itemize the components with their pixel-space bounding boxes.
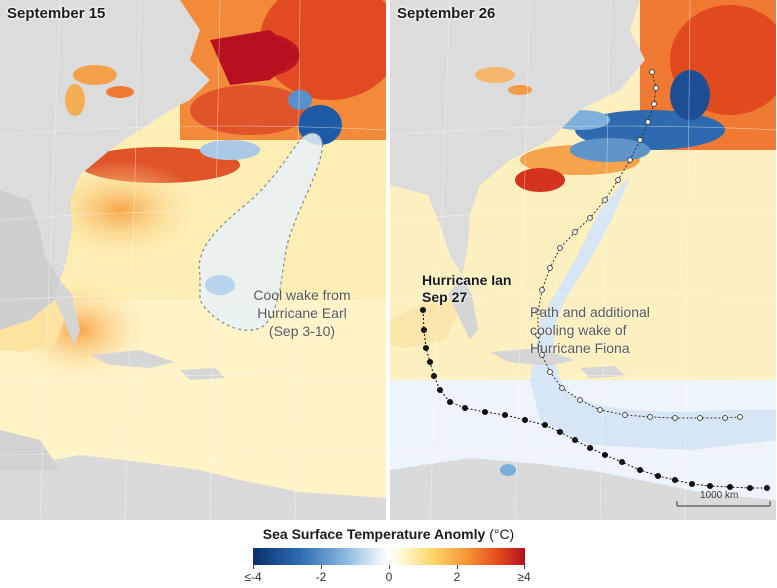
legend-tick	[457, 565, 458, 569]
earl-annotation-line-3: (Sep 3-10)	[268, 323, 336, 339]
ian-annotation-line-2: Sep 27	[422, 289, 468, 305]
ian-track-point	[571, 436, 579, 444]
panel-september-26: September 26 Hurricane Ian Sep 27 Path a…	[390, 0, 776, 520]
fiona-track-point	[587, 215, 593, 221]
panel-date-label: September 26	[397, 5, 496, 22]
ian-track-point	[636, 466, 644, 474]
legend-color-ramp	[253, 548, 525, 565]
color-legend: Sea Surface Temperature Anomly (°C) ≤-4 …	[0, 520, 777, 588]
fiona-track-point	[547, 265, 553, 271]
ian-track-point	[521, 416, 529, 424]
fiona-track-point	[737, 414, 743, 420]
fiona-track-point	[602, 197, 608, 203]
scale-bar	[676, 501, 771, 507]
ian-track-point	[726, 483, 734, 491]
panel-september-15: September 15 Cool wake from Hurricane Ea…	[0, 0, 386, 520]
ian-annotation: Hurricane Ian Sep 27	[422, 272, 552, 306]
ian-track-point	[688, 480, 696, 488]
ian-track-point	[541, 421, 549, 429]
legend-tick-label-max: ≥4	[517, 570, 531, 584]
fiona-track-point	[627, 157, 633, 163]
ian-track-point	[601, 451, 609, 459]
fiona-track-point	[615, 177, 621, 183]
ian-track-point	[586, 444, 594, 452]
fiona-track-point	[572, 229, 578, 235]
ian-track-point	[461, 404, 469, 412]
fiona-track-point	[557, 245, 563, 251]
ian-track-point	[556, 428, 564, 436]
hurricane-fiona-track	[535, 69, 743, 421]
legend-tick	[524, 565, 525, 569]
ian-track-point	[420, 326, 428, 334]
legend-tick-label-min: ≤-4	[244, 570, 262, 584]
fiona-track-point	[535, 309, 541, 315]
panel-divider	[386, 0, 390, 520]
ian-track-point	[436, 386, 444, 394]
ian-track-point	[501, 411, 509, 419]
map-september-26	[390, 0, 776, 520]
fiona-track-point	[645, 119, 651, 125]
ian-track-point	[430, 372, 438, 380]
ian-track-point	[426, 358, 434, 366]
ian-track-point	[671, 476, 679, 484]
legend-tick-label-neg2: -2	[315, 570, 327, 584]
fiona-track-point	[649, 69, 655, 75]
legend-tick	[253, 565, 254, 569]
legend-unit: (°C)	[489, 526, 515, 542]
fiona-track-point	[547, 369, 553, 375]
fiona-track-point	[539, 287, 545, 293]
ian-track-point	[419, 306, 427, 314]
ian-track-point	[654, 472, 662, 480]
ian-annotation-line-1: Hurricane Ian	[422, 272, 512, 288]
ian-track-point	[763, 484, 771, 492]
ian-track-point	[618, 458, 626, 466]
fiona-track-point	[697, 415, 703, 421]
fiona-track-point	[577, 397, 583, 403]
map-september-15	[0, 0, 386, 520]
fiona-track-point	[637, 137, 643, 143]
legend-title: Sea Surface Temperature Anomly (°C)	[0, 526, 777, 542]
scale-bar-label: 1000 km	[700, 490, 739, 501]
fiona-track-point	[559, 385, 565, 391]
fiona-annotation-line-2: cooling wake of	[530, 322, 627, 338]
earl-annotation-line-2: Hurricane Earl	[257, 305, 347, 321]
fiona-annotation-line-3: Hurricane Fiona	[530, 340, 630, 356]
ian-track-point	[746, 484, 754, 492]
legend-tick-label-pos2: 2	[453, 570, 461, 584]
ian-track-point	[422, 344, 430, 352]
ian-track-point	[706, 482, 714, 490]
legend-tick-label-zero: 0	[385, 570, 393, 584]
fiona-track-point	[647, 414, 653, 420]
fiona-track-point	[622, 412, 628, 418]
legend-tick	[389, 565, 390, 569]
fiona-track-point	[653, 85, 659, 91]
earl-annotation-line-1: Cool wake from	[253, 287, 351, 303]
legend-tick	[321, 565, 322, 569]
ian-track-point	[446, 398, 454, 406]
earl-annotation: Cool wake from Hurricane Earl (Sep 3-10)	[232, 286, 372, 340]
fiona-track-point	[672, 415, 678, 421]
fiona-track-point	[722, 415, 728, 421]
fiona-track-point	[539, 352, 545, 358]
legend-title-text: Sea Surface Temperature Anomly	[262, 526, 486, 542]
fiona-track-point	[651, 101, 657, 107]
panel-date-label: September 15	[7, 5, 106, 22]
hurricane-ian-track	[419, 306, 771, 492]
map-panels: September 15 Cool wake from Hurricane Ea…	[0, 0, 776, 520]
fiona-track-point	[597, 407, 603, 413]
fiona-annotation-line-1: Path and additional	[530, 304, 650, 320]
fiona-annotation: Path and additional cooling wake of Hurr…	[530, 303, 670, 357]
ian-track-point	[481, 408, 489, 416]
fiona-track-point	[535, 332, 541, 338]
